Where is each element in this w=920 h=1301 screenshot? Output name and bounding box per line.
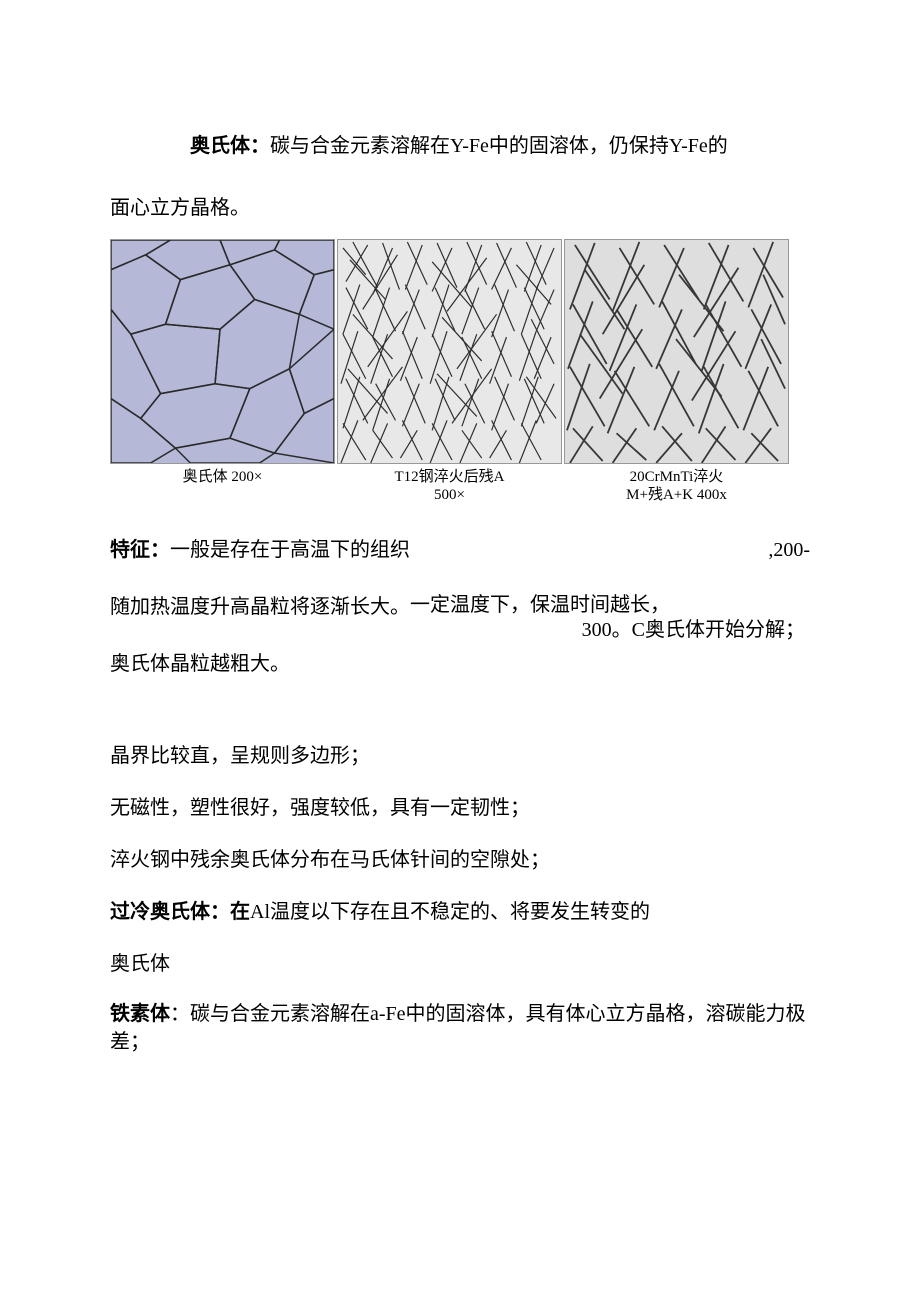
para-grain-boundary: 晶界比较直，呈规则多边形；: [110, 740, 810, 772]
micrograph-t12-500x: [337, 239, 562, 464]
micrograph-austenite-200x: [110, 239, 335, 464]
feature-text1: 一般是存在于高温下的组织: [170, 539, 410, 561]
feature-text3: 奥氏体晶粒越粗大。: [110, 648, 810, 680]
austenite-term: 奥氏体：: [190, 135, 270, 157]
micrograph-row: [110, 239, 810, 464]
supercooled-text: Al温度以下存在且不稳定的、将要发生转变的: [250, 901, 650, 923]
micrograph-20crmnti-400x: [564, 239, 789, 464]
feature-text2: 随加热温度升高晶粒将逐渐长大。: [110, 591, 410, 623]
intro-text2: 面心立方晶格。: [110, 192, 810, 224]
para-supercooled: 过冷奥氏体：在Al温度以下存在且不稳定的、将要发生转变的: [110, 896, 810, 928]
supercooled-term: 过冷奥氏体：在: [110, 901, 250, 923]
para-nonmagnetic: 无磁性，塑性很好，强度较低，具有一定韧性；: [110, 792, 810, 824]
caption-row: 奥氏体 200× T12钢淬火后残A 500× 20CrMnTi淬火 M+残A+…: [110, 468, 810, 504]
para-austenite-word: 奥氏体: [110, 948, 810, 980]
caption-1: 奥氏体 200×: [110, 468, 335, 504]
para-ferrite: 铁素体：碳与合金元素溶解在a-Fe中的固溶体，具有体心立方晶格，溶碳能力极差；: [110, 1000, 810, 1056]
caption-2: T12钢淬火后残A 500×: [337, 468, 562, 504]
feature-right3: 300。C奥氏体开始分解；: [582, 614, 805, 646]
caption-3: 20CrMnTi淬火 M+残A+K 400x: [564, 468, 789, 504]
ferrite-term: 铁素体: [110, 1003, 170, 1025]
feature-line1: 特征：一般是存在于高温下的组织 ,200-: [110, 534, 810, 566]
feature-block: 特征：一般是存在于高温下的组织 ,200- 随加热温度升高晶粒将逐渐长大。 一定…: [110, 534, 810, 680]
para-quenched: 淬火钢中残余奥氏体分布在马氏体针间的空隙处；: [110, 844, 810, 876]
feature-term: 特征：: [110, 539, 170, 561]
intro-text1: 碳与合金元素溶解在Y-Fe中的固溶体，仍保持Y-Fe的: [270, 135, 728, 157]
feature-right1: ,200-: [768, 534, 810, 566]
intro-paragraph: 奥氏体：碳与合金元素溶解在Y-Fe中的固溶体，仍保持Y-Fe的: [110, 130, 810, 162]
ferrite-text: ：碳与合金元素溶解在a-Fe中的固溶体，具有体心立方晶格，溶碳能力极差；: [110, 1003, 806, 1053]
